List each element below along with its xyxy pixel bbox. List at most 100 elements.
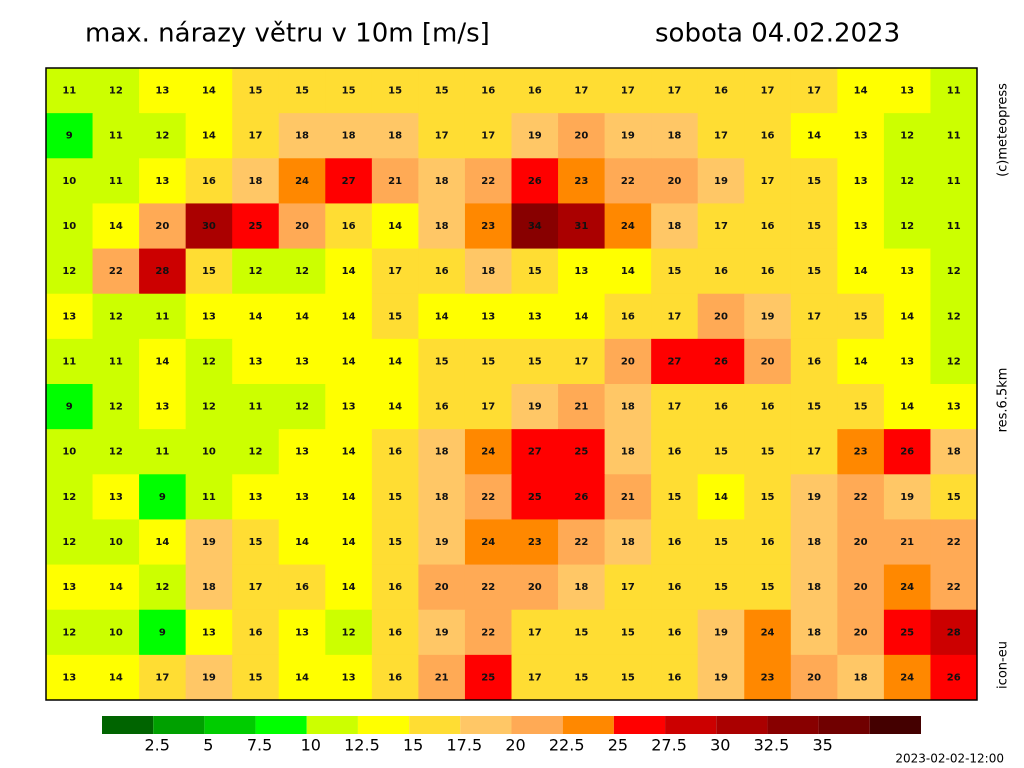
- field-cell: [232, 158, 280, 204]
- cell-value: 23: [528, 537, 542, 548]
- field-cell: [278, 68, 326, 114]
- cell-value: 20: [574, 131, 588, 142]
- field-cell: [604, 338, 652, 385]
- cell-value: 14: [900, 402, 914, 413]
- cell-value: 14: [388, 356, 402, 367]
- cell-value: 15: [714, 537, 728, 548]
- field-cell: [744, 609, 792, 656]
- field-cell: [232, 474, 280, 520]
- cell-value: 14: [295, 672, 309, 683]
- field-cell: [883, 609, 931, 656]
- field-cell: [651, 384, 699, 430]
- cell-value: 14: [109, 221, 123, 232]
- field-cell: [278, 654, 326, 701]
- field-cell: [558, 113, 606, 159]
- cell-value: 18: [295, 131, 309, 142]
- cell-value: 11: [947, 221, 961, 232]
- cell-value: 23: [574, 176, 588, 187]
- cell-value: 14: [155, 356, 169, 367]
- cell-value: 14: [900, 311, 914, 322]
- field-cell: [139, 384, 187, 430]
- cell-value: 16: [714, 86, 728, 97]
- cell-value: 15: [388, 492, 402, 503]
- cell-value: 18: [807, 627, 821, 638]
- cell-value: 23: [481, 221, 495, 232]
- field-cell: [697, 248, 745, 295]
- cell-value: 16: [388, 672, 402, 683]
- field-cell: [604, 654, 652, 701]
- cell-value: 21: [900, 537, 914, 548]
- cell-value: 16: [714, 266, 728, 277]
- field-cell: [278, 609, 326, 656]
- field-cell: [185, 338, 233, 385]
- cell-value: 20: [854, 627, 868, 638]
- field-cell: [511, 248, 559, 295]
- cell-value: 12: [947, 356, 961, 367]
- field-cell: [92, 654, 140, 701]
- cell-value: 11: [155, 311, 169, 322]
- field-cell: [837, 384, 885, 430]
- cell-value: 22: [481, 582, 495, 593]
- field-cell: [837, 474, 885, 520]
- field-cell: [651, 338, 699, 385]
- cell-value: 26: [714, 356, 728, 367]
- cell-value: 10: [109, 627, 123, 638]
- colorbar-tick-label: 25: [608, 736, 628, 755]
- cell-value: 20: [854, 537, 868, 548]
- field-cell: [92, 474, 140, 520]
- cell-value: 14: [714, 492, 728, 503]
- field-cell: [883, 203, 931, 250]
- field-cell: [651, 68, 699, 114]
- field-cell: [139, 248, 187, 295]
- cell-value: 20: [621, 356, 635, 367]
- cell-value: 13: [295, 627, 309, 638]
- copyright: (c)meteopress: [996, 83, 1011, 177]
- field-cell: [325, 564, 373, 611]
- field-cell: [558, 338, 606, 385]
- field-cell: [604, 113, 652, 159]
- colorbar-box: [665, 716, 717, 734]
- field-cell: [558, 68, 606, 114]
- cell-value: 13: [342, 672, 356, 683]
- cell-value: 15: [807, 176, 821, 187]
- field-cell: [185, 519, 233, 566]
- cell-value: 14: [342, 311, 356, 322]
- cell-value: 15: [528, 266, 542, 277]
- field-cell: [464, 158, 512, 204]
- field-cell: [651, 654, 699, 701]
- field-cell: [232, 293, 280, 340]
- cell-value: 12: [155, 582, 169, 593]
- cell-value: 11: [947, 176, 961, 187]
- cell-value: 17: [807, 86, 821, 97]
- field-cell: [46, 474, 94, 520]
- cell-value: 11: [109, 356, 123, 367]
- field-cell: [790, 248, 838, 295]
- field-cell: [790, 654, 838, 701]
- field-cell: [790, 203, 838, 250]
- field-cell: [697, 654, 745, 701]
- field-cell: [697, 158, 745, 204]
- cell-value: 16: [388, 447, 402, 458]
- colorbar-tick-label: 5: [203, 736, 213, 755]
- field-cell: [511, 519, 559, 566]
- colorbar-box: [409, 716, 461, 734]
- field-cell: [651, 293, 699, 340]
- cell-value: 17: [528, 627, 542, 638]
- cell-value: 9: [159, 492, 166, 503]
- cell-value: 14: [854, 356, 868, 367]
- field-cell: [511, 293, 559, 340]
- field-cell: [371, 293, 419, 340]
- field-cell: [744, 654, 792, 701]
- field-cell: [92, 609, 140, 656]
- field-cell: [278, 203, 326, 250]
- field-cell: [185, 293, 233, 340]
- cell-value: 12: [900, 176, 914, 187]
- cell-value: 19: [761, 311, 775, 322]
- cell-value: 20: [854, 582, 868, 593]
- field-cell: [604, 474, 652, 520]
- field-cell: [46, 564, 94, 611]
- field-cell: [883, 293, 931, 340]
- field-cell: [232, 384, 280, 430]
- cell-value: 13: [109, 492, 123, 503]
- field-cell: [418, 68, 466, 114]
